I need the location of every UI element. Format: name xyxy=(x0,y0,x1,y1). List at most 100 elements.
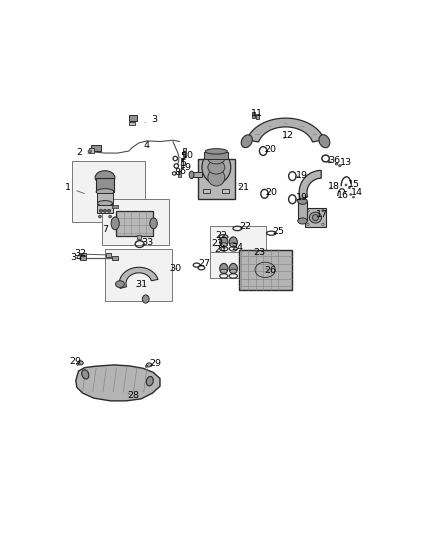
Ellipse shape xyxy=(220,237,228,247)
Bar xyxy=(223,189,229,193)
Ellipse shape xyxy=(109,215,111,218)
Text: 8: 8 xyxy=(174,168,180,177)
Ellipse shape xyxy=(309,212,321,223)
Ellipse shape xyxy=(78,361,83,365)
Ellipse shape xyxy=(353,196,354,198)
Ellipse shape xyxy=(339,165,341,167)
Text: 6: 6 xyxy=(179,167,185,176)
Ellipse shape xyxy=(150,218,157,229)
Text: 5: 5 xyxy=(180,152,186,161)
Ellipse shape xyxy=(189,171,194,179)
Ellipse shape xyxy=(322,223,324,225)
Text: 26: 26 xyxy=(265,266,277,275)
Ellipse shape xyxy=(335,163,338,165)
Ellipse shape xyxy=(208,160,225,174)
Text: 29: 29 xyxy=(149,359,161,368)
Ellipse shape xyxy=(116,281,124,287)
Ellipse shape xyxy=(99,209,102,212)
Text: 14: 14 xyxy=(351,188,363,197)
Bar xyxy=(130,122,135,125)
Ellipse shape xyxy=(350,193,352,195)
Ellipse shape xyxy=(322,209,324,212)
Bar xyxy=(129,115,137,121)
Ellipse shape xyxy=(98,200,113,206)
Ellipse shape xyxy=(208,154,225,164)
Text: 32: 32 xyxy=(74,249,87,258)
Text: 19: 19 xyxy=(296,193,308,203)
Text: 31: 31 xyxy=(135,280,147,289)
Bar xyxy=(210,252,266,278)
Ellipse shape xyxy=(295,176,298,178)
Ellipse shape xyxy=(348,187,350,189)
Ellipse shape xyxy=(99,215,101,218)
Text: 30: 30 xyxy=(169,264,181,273)
Ellipse shape xyxy=(146,376,153,386)
Text: 16: 16 xyxy=(337,191,349,200)
Text: 7: 7 xyxy=(102,224,114,233)
Bar xyxy=(184,148,186,157)
Text: 24: 24 xyxy=(215,245,227,254)
Ellipse shape xyxy=(230,269,237,273)
Text: 1: 1 xyxy=(65,183,85,193)
Text: 21: 21 xyxy=(237,182,250,191)
Ellipse shape xyxy=(82,370,89,379)
Bar xyxy=(96,178,114,192)
Ellipse shape xyxy=(230,243,237,247)
Bar xyxy=(305,208,326,228)
Text: 20: 20 xyxy=(264,145,276,154)
Ellipse shape xyxy=(145,365,148,367)
Bar xyxy=(137,235,141,239)
Ellipse shape xyxy=(108,209,110,212)
Ellipse shape xyxy=(298,198,307,204)
Text: 12: 12 xyxy=(283,131,294,140)
Text: 9: 9 xyxy=(184,163,190,172)
Text: 2: 2 xyxy=(76,148,89,157)
Bar xyxy=(198,158,235,199)
Text: 22: 22 xyxy=(239,222,251,231)
Bar xyxy=(205,152,228,158)
Ellipse shape xyxy=(142,295,149,303)
Ellipse shape xyxy=(208,169,225,186)
Text: 36: 36 xyxy=(328,156,340,165)
Text: 5: 5 xyxy=(180,159,186,168)
Polygon shape xyxy=(119,267,158,288)
Text: 15: 15 xyxy=(347,181,360,189)
Ellipse shape xyxy=(103,209,106,212)
Text: 29: 29 xyxy=(70,357,82,366)
Bar xyxy=(80,256,86,260)
Ellipse shape xyxy=(95,171,115,184)
Bar xyxy=(106,253,111,256)
Ellipse shape xyxy=(295,199,298,201)
Text: 10: 10 xyxy=(182,151,194,159)
Bar xyxy=(97,193,113,204)
Ellipse shape xyxy=(77,363,79,366)
Text: 11: 11 xyxy=(251,109,263,117)
Ellipse shape xyxy=(319,135,330,148)
Text: 3: 3 xyxy=(145,115,157,124)
Bar xyxy=(102,199,170,245)
Text: 28: 28 xyxy=(127,391,139,400)
Polygon shape xyxy=(299,171,321,199)
Text: 13: 13 xyxy=(340,158,352,167)
Bar xyxy=(256,114,259,119)
Ellipse shape xyxy=(88,150,92,153)
Ellipse shape xyxy=(298,218,307,224)
Ellipse shape xyxy=(220,263,228,273)
Text: 17: 17 xyxy=(316,211,328,220)
Ellipse shape xyxy=(96,189,114,195)
Bar xyxy=(81,253,86,256)
Text: 27: 27 xyxy=(198,259,210,268)
Ellipse shape xyxy=(307,209,309,212)
Bar xyxy=(105,249,172,301)
Bar xyxy=(239,250,292,290)
Text: 20: 20 xyxy=(265,188,277,197)
Ellipse shape xyxy=(202,151,231,183)
Text: 34: 34 xyxy=(70,253,82,262)
Bar xyxy=(96,205,113,213)
Text: 24: 24 xyxy=(231,243,243,252)
Bar xyxy=(210,225,266,252)
Ellipse shape xyxy=(220,243,227,247)
Text: 4: 4 xyxy=(143,141,149,150)
Ellipse shape xyxy=(229,237,237,247)
Bar xyxy=(112,256,118,260)
